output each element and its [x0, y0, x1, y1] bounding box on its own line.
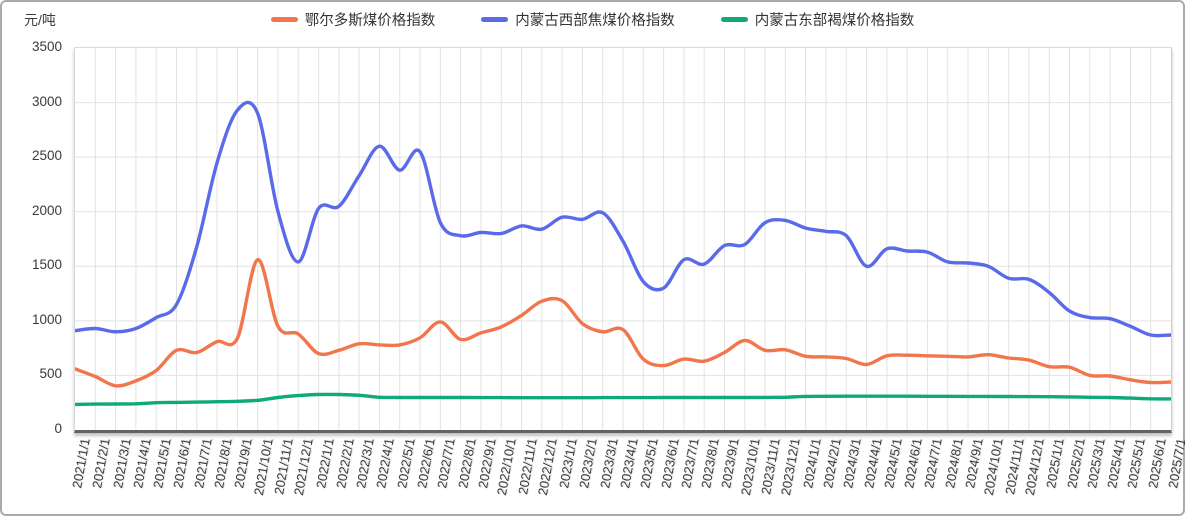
legend-swatch-erdos-icon: [270, 17, 298, 22]
series-line-1: [75, 100, 1171, 338]
series-line-0: [75, 257, 1171, 388]
y-axis-tick-label: 3000: [31, 93, 62, 109]
y-axis-tick-label: 0: [54, 421, 62, 436]
legend-item-east-lignite[interactable]: 内蒙古东部褐煤价格指数: [720, 9, 915, 30]
y-axis-tick-label: 2500: [31, 148, 62, 164]
plot-svg: [75, 48, 1171, 430]
series-line-2: [75, 392, 1171, 407]
plot-area: [74, 47, 1172, 433]
y-axis-tick-label: 500: [39, 366, 62, 382]
y-axis-unit-label: 元/吨: [24, 12, 56, 28]
legend-label-erdos: 鄂尔多斯煤价格指数: [304, 13, 436, 29]
y-axis-tick-label: 3500: [31, 39, 62, 54]
legend: 鄂尔多斯煤价格指数 内蒙古西部焦煤价格指数 内蒙古东部褐煤价格指数: [0, 9, 1185, 30]
legend-label-east-lignite: 内蒙古东部褐煤价格指数: [754, 13, 915, 29]
legend-label-west-coking: 内蒙古西部焦煤价格指数: [515, 13, 675, 29]
legend-item-erdos[interactable]: 鄂尔多斯煤价格指数: [270, 9, 436, 30]
legend-swatch-east-lignite-icon: [720, 17, 748, 22]
y-axis-tick-label: 1500: [31, 257, 62, 273]
y-axis-tick-label: 1000: [31, 311, 62, 327]
y-axis-tick-label: 2000: [31, 202, 62, 218]
legend-item-west-coking[interactable]: 内蒙古西部焦煤价格指数: [481, 9, 675, 30]
legend-swatch-west-coking-icon: [481, 17, 509, 22]
